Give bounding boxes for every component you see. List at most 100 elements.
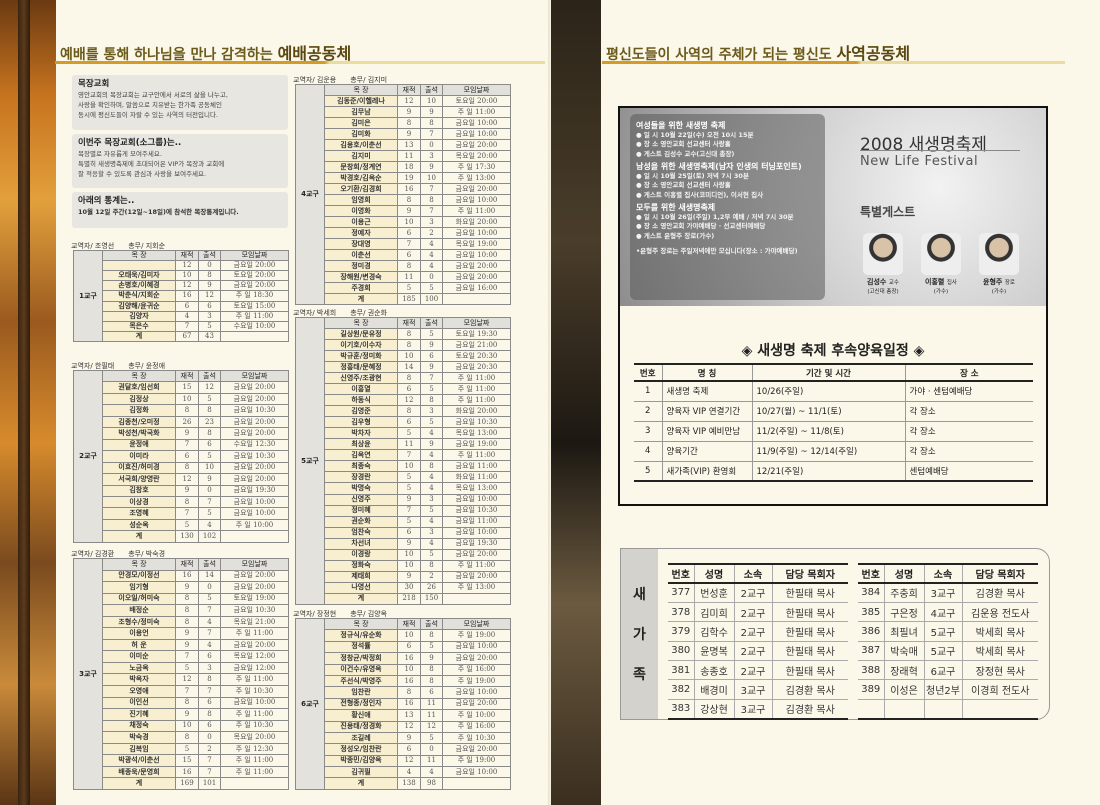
enrolled-count: 8 <box>397 194 421 206</box>
mokjang-name: 오기환/김경희 <box>324 183 398 195</box>
district-table: 1교구 목 장 재적 출석 모임날짜 12 0 금요일 20:00 오태욱/김미자 10 8 토요일 … <box>73 249 289 343</box>
attendance-count: 5 <box>420 383 443 396</box>
meeting-time: 금요일 12:00 <box>220 661 289 675</box>
guest-affiliation: (가수) <box>991 289 1007 295</box>
enrolled-count: 6 <box>397 227 421 239</box>
meeting-time: 주 일 13:00 <box>442 581 511 594</box>
table-row: 진용태/정경화 12 12 주 일 16:00 <box>296 720 511 733</box>
mokjang-name: 임영희 <box>324 194 398 206</box>
meeting-time: 목요일 19:00 <box>442 238 511 250</box>
period: 12/21(주일) <box>751 461 905 482</box>
assigned-pastor: 한필태 목사 <box>771 621 848 642</box>
mokjang-name: 김영준 <box>324 405 398 418</box>
meeting-time: 주 일 19:00 <box>442 754 511 768</box>
enrolled-count: 8 <box>175 696 199 710</box>
attendance-count: 7 <box>198 754 221 767</box>
meeting-time: 목요일 21:00 <box>220 615 289 629</box>
event-detail: ● 장 소 영안교회 선교센터 사랑홀 <box>636 140 731 148</box>
attendance-count: 4 <box>420 249 443 261</box>
secretary-label: 총무/ 김지미 <box>350 76 388 84</box>
enrolled-count: 6 <box>397 743 421 756</box>
table-row: 김용호/이춘선 13 0 금요일 20:00 <box>296 139 511 151</box>
table-row: 배정순 8 7 금요일 10:30 <box>74 604 289 617</box>
total-attendance: 150 <box>420 592 443 606</box>
table-row: 신영주/조광현 8 7 주 일 11:00 <box>296 372 511 385</box>
mokjang-name: 배정순 <box>102 604 176 617</box>
member-number: 380 <box>668 641 694 662</box>
table-row: 377 번성훈 2교구 한필태 목사 <box>668 583 848 603</box>
mokjang-name: 김동준/이헬레나 <box>324 95 398 107</box>
attendance-count: 9 <box>420 652 443 665</box>
enrolled-count: 6 <box>397 526 421 539</box>
mokjang-name: 이건수/유영옥 <box>324 663 398 676</box>
table-header-row: 1교구 목 장 재적 출석 모임날짜 <box>73 249 289 342</box>
total-label: 계 <box>324 293 398 305</box>
meeting-time: 금요일 20:00 <box>442 697 511 711</box>
mokjang-name: 김미은 <box>324 117 398 129</box>
assigned-pastor: 박세희 목사 <box>961 641 1038 662</box>
meeting-time: 주 일 11:00 <box>442 383 511 396</box>
attendance-count: 11 <box>420 754 443 768</box>
column-header: 출석 <box>420 84 443 96</box>
table-row: 이미라 6 5 금요일 10:30 <box>74 450 289 463</box>
meeting-time: 금요일 19:30 <box>220 484 289 498</box>
mokjang-name: 손병호/이혜경 <box>102 280 176 292</box>
member-number: 389 <box>858 679 884 700</box>
member-district: 4교구 <box>923 602 962 623</box>
total-row: 계 138 98 <box>296 777 511 790</box>
meeting-time: 주 일 10:00 <box>220 518 289 532</box>
table-row: 383 강상현 3교구 김경환 목사 <box>668 699 848 720</box>
enrolled-count: 8 <box>175 731 199 744</box>
member-district: 청년2부 <box>923 679 962 700</box>
secretary-label: 총무/ 권순화 <box>350 309 388 317</box>
meeting-time: 주 일 11:00 <box>220 310 289 322</box>
attendance-count: 8 <box>420 559 443 572</box>
attendance-count: 5 <box>198 450 221 463</box>
event-detail: ● 일 시 10월 26일(주일) 1,2부 예배 / 저녁 7시 30분 <box>636 212 794 221</box>
mokjang-name: 주경희 <box>324 282 398 294</box>
mokjang-name: 이경랑 <box>324 548 398 561</box>
enrolled-count: 8 <box>175 592 199 606</box>
total-label: 계 <box>324 777 398 790</box>
table-row: 하동식 12 8 주 일 11:00 <box>296 394 511 407</box>
new-family-box: 새 가 족 번호 성명 소속 담당 목회자 377 번성훈 2교구 한필태 목사 378 김미희 2… <box>620 548 1050 720</box>
mokjang-name: 진용태/정경화 <box>324 720 398 733</box>
enrolled-count: 12 <box>397 720 421 733</box>
table-row: 정예자 6 2 금요일 10:00 <box>296 227 511 239</box>
table-row: 정미경 8 4 금요일 20:00 <box>296 260 511 272</box>
attendance-count: 4 <box>198 615 221 629</box>
table-row: 황신애 13 11 주 일 10:00 <box>296 709 511 722</box>
enrolled-count: 7 <box>175 685 199 698</box>
district-name: 6교구 <box>295 618 325 790</box>
total-label: 계 <box>102 330 176 343</box>
meeting-time: 주 일 10:30 <box>220 685 289 698</box>
meeting-time: 금요일 20:00 <box>442 548 511 561</box>
meeting-time: 주 일 11:00 <box>442 449 511 462</box>
table-row: 1 새생명 축제 10/26(주일) 가야 · 센텀예배당 <box>634 381 1033 402</box>
mokjang-name: 박숙경 <box>102 731 176 744</box>
meeting-time: 금요일 10:00 <box>442 227 511 239</box>
attendance-count: 7 <box>420 183 443 195</box>
mokjang-name: 박규훈/정미화 <box>324 350 398 363</box>
attendance-count: 9 <box>198 280 221 292</box>
attendance-count: 8 <box>420 629 443 642</box>
member-number: 387 <box>858 641 884 662</box>
column-header: 재적 <box>175 369 199 383</box>
attendance-count: 5 <box>420 731 443 745</box>
table-row: 이상경 8 7 금요일 10:00 <box>74 495 289 509</box>
empty-cell <box>220 530 289 543</box>
meeting-time: 화요일 20:00 <box>442 405 511 418</box>
enrolled-count: 8 <box>175 615 199 629</box>
attendance-count: 4 <box>420 482 443 495</box>
enrolled-count: 18 <box>397 161 421 173</box>
member-district: 3교구 <box>923 583 962 603</box>
member-district: 5교구 <box>923 621 962 642</box>
title-prefix: 예배를 통해 하나님을 만나 감격하는 <box>60 47 278 63</box>
attendance-count: 3 <box>420 405 443 418</box>
member-district <box>923 699 962 720</box>
assigned-pastor: 이경희 전도사 <box>961 679 1038 700</box>
period: 11/9(주일) ~ 12/14(주일) <box>751 441 905 462</box>
guest-card: 이홍렬 집사 (가수) <box>916 233 966 295</box>
empty-cell <box>220 777 289 790</box>
enrolled-count: 6 <box>397 383 421 396</box>
